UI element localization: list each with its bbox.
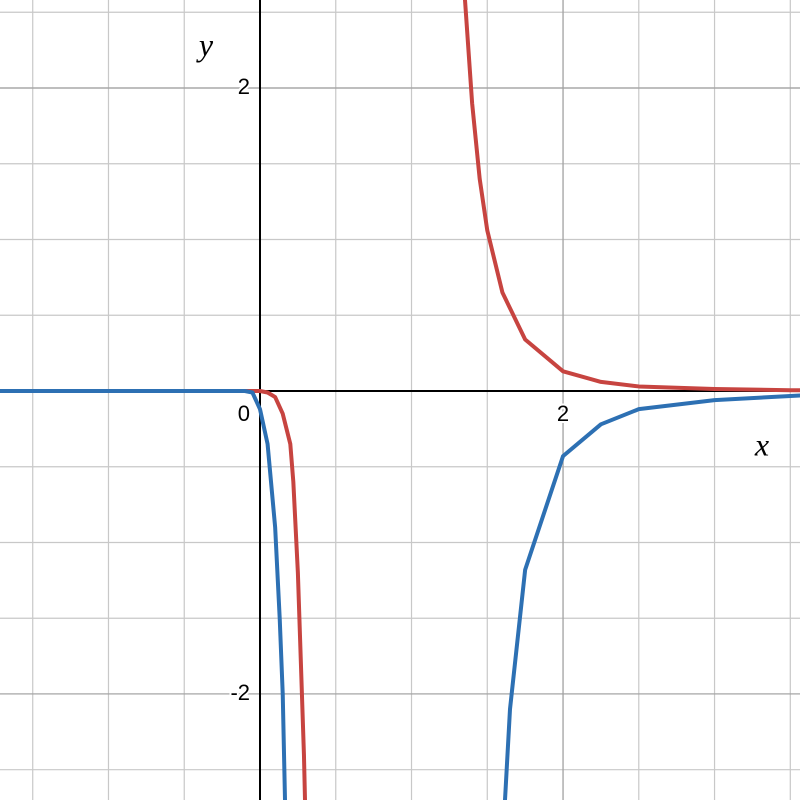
y-axis-label: y	[196, 26, 214, 62]
x-axis-label: x	[754, 426, 769, 462]
y-tick-label: 2	[238, 74, 250, 99]
x-tick-label: 0	[238, 401, 250, 426]
curve	[0, 388, 800, 800]
labels: x y 0 2 -2 2	[196, 26, 769, 706]
y-tick-label: -2	[230, 680, 250, 705]
x-tick-label: 2	[557, 401, 569, 426]
